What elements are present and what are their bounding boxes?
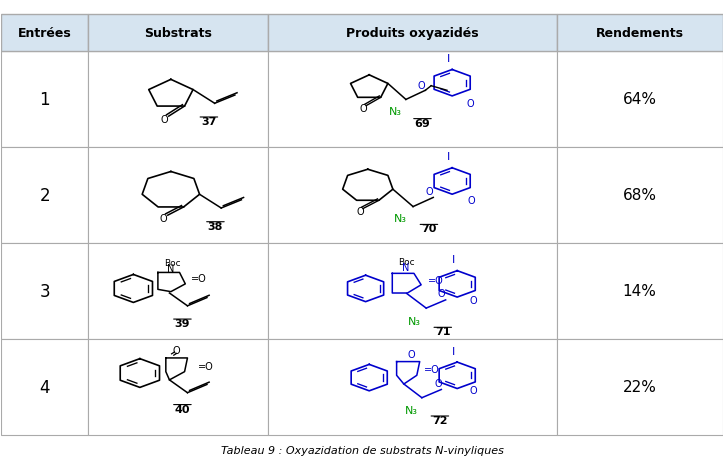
- FancyBboxPatch shape: [268, 15, 557, 51]
- FancyBboxPatch shape: [88, 51, 268, 147]
- FancyBboxPatch shape: [1, 15, 88, 51]
- FancyBboxPatch shape: [88, 15, 268, 51]
- Text: 71: 71: [435, 327, 450, 336]
- Text: 3: 3: [39, 282, 50, 300]
- Text: =O: =O: [429, 275, 444, 285]
- Text: 64%: 64%: [623, 92, 657, 107]
- FancyBboxPatch shape: [268, 243, 557, 339]
- Text: I: I: [452, 255, 455, 265]
- Text: =O: =O: [424, 364, 439, 375]
- Text: O: O: [407, 349, 415, 359]
- Text: O: O: [470, 386, 478, 396]
- FancyBboxPatch shape: [557, 15, 723, 51]
- Text: 70: 70: [421, 224, 437, 234]
- Text: 38: 38: [208, 221, 223, 231]
- FancyBboxPatch shape: [557, 339, 723, 435]
- FancyBboxPatch shape: [557, 147, 723, 243]
- FancyBboxPatch shape: [268, 147, 557, 243]
- Text: N₃: N₃: [405, 405, 418, 414]
- Text: O: O: [360, 104, 367, 114]
- Text: N₃: N₃: [394, 213, 407, 223]
- FancyBboxPatch shape: [1, 243, 88, 339]
- FancyBboxPatch shape: [557, 51, 723, 147]
- Text: 39: 39: [174, 319, 190, 329]
- Text: 14%: 14%: [623, 284, 657, 298]
- Text: Rendements: Rendements: [596, 27, 683, 40]
- Text: N: N: [402, 263, 409, 272]
- Text: Boc: Boc: [164, 258, 180, 267]
- Text: 4: 4: [39, 378, 50, 396]
- Text: O: O: [173, 346, 180, 355]
- Text: N₃: N₃: [408, 316, 421, 326]
- FancyBboxPatch shape: [557, 243, 723, 339]
- Text: 72: 72: [432, 415, 447, 425]
- Text: Substrats: Substrats: [144, 27, 212, 40]
- FancyBboxPatch shape: [88, 243, 268, 339]
- Text: 22%: 22%: [623, 380, 657, 394]
- Text: 40: 40: [174, 404, 190, 414]
- Text: =O: =O: [191, 274, 207, 284]
- Text: 2: 2: [39, 186, 50, 204]
- Text: O: O: [417, 81, 425, 90]
- Text: O: O: [425, 187, 433, 196]
- Text: O: O: [437, 289, 445, 299]
- Text: O: O: [434, 378, 442, 388]
- Text: I: I: [447, 152, 450, 162]
- Text: Produits oxyazidés: Produits oxyazidés: [346, 27, 479, 40]
- FancyBboxPatch shape: [268, 51, 557, 147]
- Text: I: I: [447, 54, 450, 64]
- Text: I: I: [452, 346, 455, 356]
- FancyBboxPatch shape: [88, 147, 268, 243]
- Text: Boc: Boc: [398, 257, 415, 266]
- Text: =O: =O: [198, 361, 214, 371]
- Text: O: O: [356, 207, 364, 217]
- Text: O: O: [468, 196, 476, 206]
- FancyBboxPatch shape: [1, 339, 88, 435]
- Text: O: O: [159, 213, 167, 224]
- Text: O: O: [470, 295, 478, 305]
- Text: N₃: N₃: [389, 106, 402, 117]
- Text: O: O: [161, 115, 168, 124]
- Text: Entrées: Entrées: [18, 27, 72, 40]
- Text: 37: 37: [201, 117, 216, 127]
- FancyBboxPatch shape: [88, 339, 268, 435]
- Text: 69: 69: [415, 118, 430, 129]
- FancyBboxPatch shape: [1, 51, 88, 147]
- FancyBboxPatch shape: [1, 147, 88, 243]
- Text: Tableau 9 : Oxyazidation de substrats N-vinyliques: Tableau 9 : Oxyazidation de substrats N-…: [221, 445, 503, 455]
- Text: 68%: 68%: [623, 188, 657, 203]
- Text: O: O: [466, 99, 474, 109]
- Text: N: N: [167, 263, 174, 273]
- Text: 1: 1: [39, 90, 50, 108]
- FancyBboxPatch shape: [268, 339, 557, 435]
